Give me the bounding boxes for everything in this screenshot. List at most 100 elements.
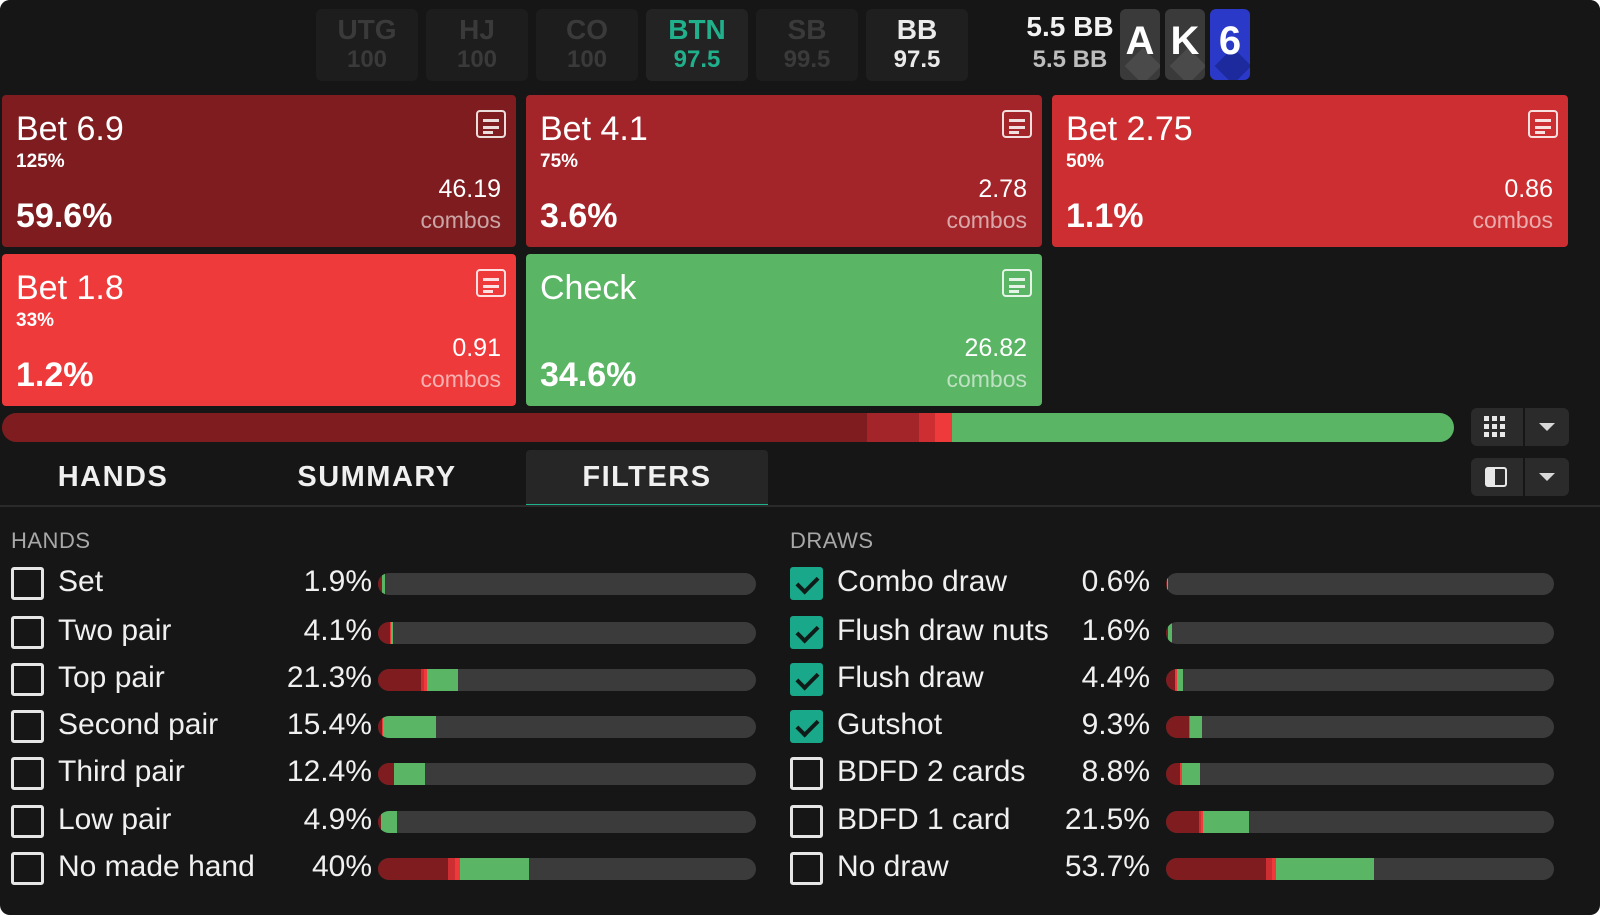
filter-row[interactable]: Flush draw 4.4% xyxy=(790,659,1554,699)
filter-row[interactable]: No draw 53.7% xyxy=(790,848,1554,888)
position-bb[interactable]: BB 97.5 xyxy=(866,9,968,81)
notes-icon[interactable] xyxy=(1002,269,1032,297)
filter-strategy-bar xyxy=(1166,763,1554,785)
filter-label: Combo draw xyxy=(837,565,1008,598)
filter-strategy-bar xyxy=(1166,716,1554,738)
bar-segment xyxy=(1198,811,1201,833)
filter-label: BDFD 2 cards xyxy=(837,755,1026,788)
tab-hands[interactable]: HANDS xyxy=(57,461,169,493)
position-sb[interactable]: SB 99.5 xyxy=(756,9,858,81)
bar-segment xyxy=(382,573,386,595)
bar-segment xyxy=(447,858,456,880)
notes-icon[interactable] xyxy=(476,269,506,297)
position-name: BB xyxy=(896,14,938,45)
checkbox-checked[interactable] xyxy=(790,616,823,649)
checkbox[interactable] xyxy=(790,757,823,790)
filter-row[interactable]: BDFD 2 cards 8.8% xyxy=(790,753,1554,793)
checkbox[interactable] xyxy=(11,663,44,696)
bar-segment xyxy=(1176,669,1184,691)
action-combos: 46.19 xyxy=(438,175,501,203)
checkbox[interactable] xyxy=(11,852,44,885)
action-tile-check[interactable]: Check 34.6% 26.82 combos xyxy=(526,254,1042,406)
filter-row[interactable]: Set 1.9% xyxy=(11,563,771,603)
filter-row[interactable]: Gutshot 9.3% xyxy=(790,706,1554,746)
checkbox[interactable] xyxy=(11,757,44,790)
notes-icon[interactable] xyxy=(1528,110,1558,138)
layout-toggle-button[interactable] xyxy=(1471,458,1569,496)
chevron-down-icon[interactable] xyxy=(1539,473,1555,481)
filter-row[interactable]: Combo draw 0.6% xyxy=(790,563,1554,603)
filter-row[interactable]: BDFD 1 card 21.5% xyxy=(790,801,1554,841)
position-name: BTN xyxy=(668,14,726,45)
bar-segment xyxy=(1180,763,1183,785)
filter-row[interactable]: Third pair 12.4% xyxy=(11,753,771,793)
grid-view-button[interactable] xyxy=(1471,408,1569,446)
draws-section-title: DRAWS xyxy=(790,528,874,553)
position-stack: 97.5 xyxy=(893,46,941,73)
bar-segment xyxy=(378,573,382,595)
position-stack: 100 xyxy=(456,46,498,73)
action-tile-bet-1-8[interactable]: Bet 1.8 33% 1.2% 0.91 combos xyxy=(2,254,516,406)
filter-strategy-bar xyxy=(378,716,756,738)
chevron-down-icon[interactable] xyxy=(1539,423,1555,431)
checkbox[interactable] xyxy=(11,805,44,838)
filter-percent: 4.4% xyxy=(1081,661,1150,694)
filter-row[interactable]: Low pair 4.9% xyxy=(11,801,771,841)
action-tile-bet-6-9[interactable]: Bet 6.9 125% 59.6% 46.19 combos xyxy=(2,95,516,247)
position-hj[interactable]: HJ 100 xyxy=(426,9,528,81)
filter-strategy-bar xyxy=(378,811,756,833)
filter-percent: 1.9% xyxy=(303,565,372,598)
checkbox-checked[interactable] xyxy=(790,663,823,696)
divider xyxy=(1523,458,1525,496)
bar-segment xyxy=(378,669,422,691)
board-card-1[interactable]: A xyxy=(1120,9,1160,80)
checkbox-checked[interactable] xyxy=(790,567,823,600)
board-card-3[interactable]: 6 xyxy=(1210,9,1250,80)
tab-filters[interactable]: FILTERS xyxy=(526,450,768,507)
filter-strategy-bar xyxy=(378,622,756,644)
filter-strategy-bar xyxy=(1166,858,1554,880)
position-stack: 97.5 xyxy=(673,46,721,73)
checkbox[interactable] xyxy=(790,852,823,885)
combos-label: combos xyxy=(1472,207,1553,233)
position-co[interactable]: CO 100 xyxy=(536,9,638,81)
filter-row[interactable]: Two pair 4.1% xyxy=(11,612,771,652)
action-tile-bet-2-75[interactable]: Bet 2.75 50% 1.1% 0.86 combos xyxy=(1052,95,1568,247)
checkbox[interactable] xyxy=(11,567,44,600)
divider xyxy=(1523,408,1525,446)
checkbox[interactable] xyxy=(11,616,44,649)
bar-segment xyxy=(424,669,428,691)
action-combos: 26.82 xyxy=(964,334,1027,362)
bar-segment xyxy=(1276,858,1375,880)
filter-label: No made hand xyxy=(58,850,255,883)
notes-icon[interactable] xyxy=(476,110,506,138)
strategy-bar-segment xyxy=(934,413,953,442)
filter-strategy-bar xyxy=(378,573,756,595)
bar-segment xyxy=(1272,858,1277,880)
tab-summary[interactable]: SUMMARY xyxy=(297,461,457,493)
filter-row[interactable]: Top pair 21.3% xyxy=(11,659,771,699)
position-btn[interactable]: BTN 97.5 xyxy=(646,9,748,81)
filter-row[interactable]: Flush draw nuts 1.6% xyxy=(790,612,1554,652)
position-stack: 99.5 xyxy=(783,46,831,73)
strategy-frequency-bar xyxy=(2,413,1454,442)
bar-segment xyxy=(421,669,425,691)
bar-segment xyxy=(1166,669,1176,691)
checkbox[interactable] xyxy=(11,710,44,743)
bar-segment xyxy=(1166,573,1168,595)
position-utg[interactable]: UTG 100 xyxy=(316,9,418,81)
action-tile-bet-4-1[interactable]: Bet 4.1 75% 3.6% 2.78 combos xyxy=(526,95,1042,247)
strategy-bar-segment xyxy=(918,413,935,442)
bar-segment xyxy=(1168,622,1173,644)
filter-row[interactable]: Second pair 15.4% xyxy=(11,706,771,746)
checkbox-checked[interactable] xyxy=(790,710,823,743)
filter-strategy-bar xyxy=(378,669,756,691)
board-card-2[interactable]: K xyxy=(1165,9,1205,80)
bar-segment xyxy=(378,858,448,880)
filter-label: Two pair xyxy=(58,614,172,647)
filter-row[interactable]: No made hand 40% xyxy=(11,848,771,888)
filter-label: Flush draw nuts xyxy=(837,614,1049,647)
checkbox[interactable] xyxy=(790,805,823,838)
notes-icon[interactable] xyxy=(1002,110,1032,138)
